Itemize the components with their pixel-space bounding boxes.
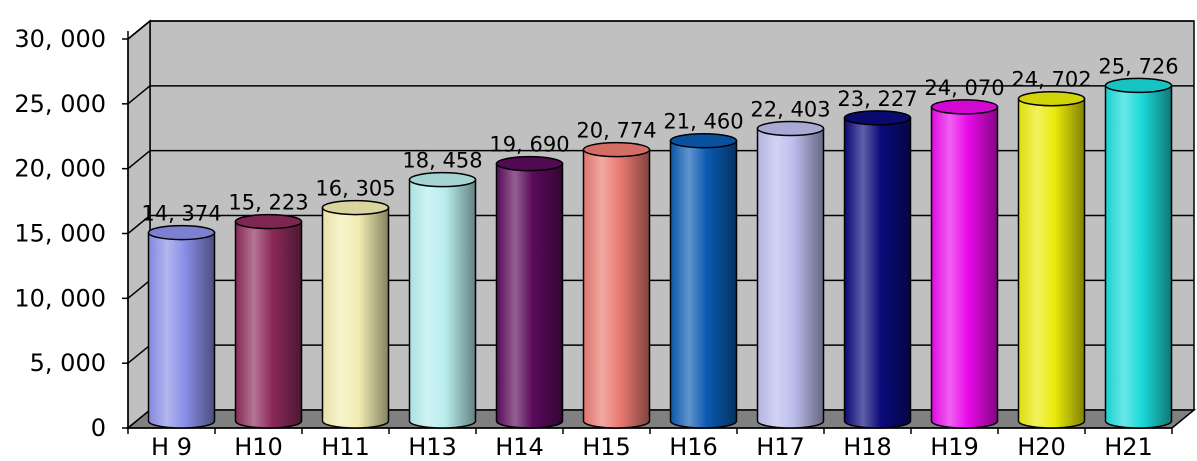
bar-top [669,132,738,149]
x-tick-label: H15 [582,433,631,461]
y-tick-label: 5, 000 [30,349,106,377]
y-tick-label: 20, 000 [14,155,106,183]
data-label: 14, 374 [141,202,221,226]
x-tick-label: H18 [843,433,892,461]
data-label: 24, 070 [924,76,1004,100]
bar-top [321,199,390,216]
bar [756,120,825,429]
data-label: 21, 460 [663,110,743,134]
bar-body [669,139,738,429]
data-label: 20, 774 [576,119,656,143]
x-tick-label: H13 [408,433,457,461]
y-tick-label: 25, 000 [14,90,106,118]
gridline-side [127,20,151,40]
data-label: 16, 305 [315,177,395,201]
x-tick-label: H16 [669,433,718,461]
bar-body [1017,97,1086,429]
bar-top [408,171,477,188]
bar-body [495,162,564,429]
x-tick-label: H10 [234,433,283,461]
bar-body [234,220,303,429]
y-axis: 0 5, 000 10, 000 15, 000 20, 000 25, 000 30, 0… [14,25,129,442]
bar-body [408,178,477,429]
gridline-side [127,85,151,105]
data-label: 23, 227 [837,87,917,111]
bar-top [930,99,999,115]
gridline-side [127,214,151,235]
bar [582,141,651,429]
y-tick-label: 30, 000 [14,25,106,53]
bar-body [582,148,651,429]
bar-body [756,127,825,429]
x-tick-label: H19 [930,433,979,461]
bar-top [1104,77,1173,94]
data-label: 24, 702 [1011,68,1091,92]
bar-top [843,110,912,126]
y-tick-label: 15, 000 [14,220,106,248]
gridline-side [127,150,151,170]
data-label: 22, 403 [750,98,830,122]
bar-body [843,117,912,429]
data-label: 25, 726 [1098,54,1178,78]
x-tick-label: H20 [1017,433,1066,461]
data-label: 18, 458 [402,149,482,173]
x-tick-label: H14 [495,433,544,461]
bar [408,171,477,429]
bar-body [930,106,999,429]
x-tick-label: H21 [1104,433,1153,461]
y-tick-label: 0 [91,414,106,442]
x-tick-label: H 9 [151,433,192,461]
bar [234,213,303,429]
bar [321,199,390,429]
bar [495,155,564,429]
gridline-side [127,279,151,299]
bar-top [756,120,825,137]
gridline-side [127,344,151,364]
bar-top [582,141,651,158]
bar-top [1017,90,1086,107]
x-tick-label: H11 [321,433,370,461]
bars [147,77,1173,429]
bar [930,99,999,429]
bar-top [495,155,564,172]
data-labels: 14, 374 15, 223 16, 305 18, 458 19, 690 20, 7… [141,54,1178,225]
bar [1104,77,1173,429]
bar [147,224,216,429]
bar [1017,90,1086,429]
bar-body [147,231,216,429]
data-label: 19, 690 [489,133,569,157]
bar-top [147,224,216,241]
y-tick-label: 10, 000 [14,284,106,312]
x-tick-label: H17 [756,433,805,461]
x-axis: H 9 H10 H11 H13 H14 H15 H16 H17 H18 H19 H20 H21 [127,427,1173,461]
bar-top [234,213,303,230]
data-label: 15, 223 [228,191,308,215]
bar [669,132,738,429]
bar-body [1104,84,1173,429]
bar-body [321,206,390,429]
bar [843,110,912,429]
